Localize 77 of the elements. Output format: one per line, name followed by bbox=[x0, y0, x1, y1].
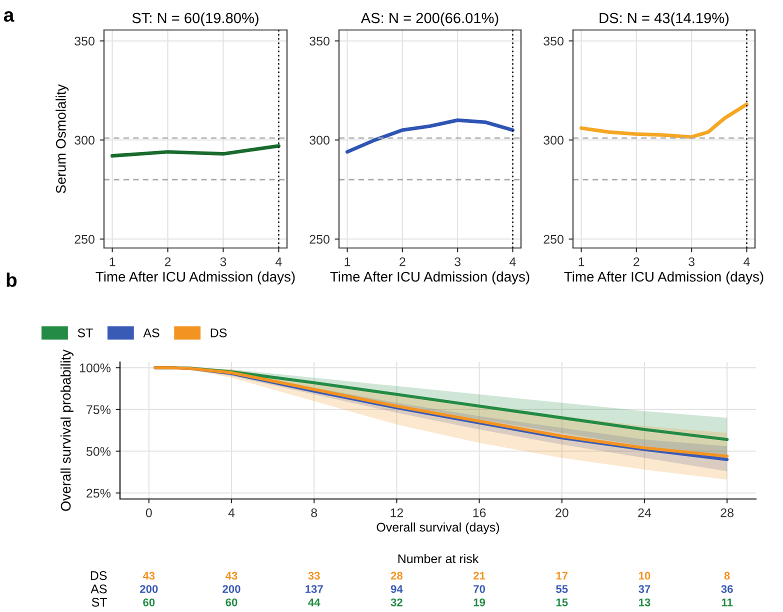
chart-title: AS: N = 200(66.01%) bbox=[360, 12, 498, 26]
x-tick-label: 4 bbox=[744, 257, 750, 266]
y-tick-label: AS bbox=[90, 584, 107, 594]
x-tick-label: 3 bbox=[688, 257, 695, 266]
legend-label: DS bbox=[210, 328, 227, 338]
y-tick-label: 300 bbox=[74, 136, 94, 145]
data-label: 60 bbox=[226, 598, 238, 606]
x-tick-label: 4 bbox=[228, 508, 235, 518]
data-label: 8 bbox=[724, 572, 730, 580]
x-tick-label: 1 bbox=[344, 257, 350, 266]
x-tick-label: 20 bbox=[556, 508, 568, 518]
line-series bbox=[579, 102, 749, 139]
x-tick-label: 2 bbox=[164, 257, 171, 266]
data-label: 21 bbox=[474, 572, 486, 580]
x-tick-label: 12 bbox=[390, 508, 404, 518]
text: a bbox=[4, 11, 14, 22]
data-label: 36 bbox=[721, 585, 733, 593]
x-axis-title: Time After ICU Admission (days) bbox=[564, 271, 764, 284]
data-label: 15 bbox=[556, 598, 568, 606]
y-axis-title: Overall survival probability bbox=[60, 349, 74, 511]
y-tick-label: 250 bbox=[544, 234, 564, 244]
x-tick-label: 4 bbox=[510, 257, 516, 266]
chart-title: DS: N = 43(14.19%) bbox=[600, 12, 729, 26]
data-label: 32 bbox=[390, 598, 402, 606]
text: b bbox=[6, 272, 17, 287]
x-axis-title: Time After ICU Admission (days) bbox=[330, 271, 530, 284]
y-tick-label: 350 bbox=[544, 36, 564, 46]
x-tick-label: 1 bbox=[110, 257, 116, 266]
legend-label: AS bbox=[143, 328, 160, 338]
data-label: 70 bbox=[474, 585, 486, 593]
data-label: 44 bbox=[308, 598, 320, 606]
x-tick-label: 3 bbox=[454, 257, 461, 266]
data-label: 11 bbox=[722, 598, 733, 606]
data-label: 55 bbox=[556, 585, 568, 593]
x-axis-title: Overall survival (days) bbox=[376, 522, 500, 534]
y-tick-label: 25% bbox=[86, 488, 111, 498]
data-label: 200 bbox=[140, 585, 158, 593]
y-tick-label: 75% bbox=[86, 405, 111, 414]
data-label: 13 bbox=[639, 598, 650, 606]
y-tick-label: 250 bbox=[74, 234, 94, 244]
data-label: 43 bbox=[142, 572, 155, 580]
y-tick-label: 250 bbox=[310, 234, 330, 244]
chart-title: ST: N = 60(19.80%) bbox=[132, 12, 258, 26]
x-axis-title: Time After ICU Admission (days) bbox=[96, 271, 295, 284]
line-series bbox=[110, 144, 280, 158]
chart-title: Number at risk bbox=[398, 554, 479, 564]
x-tick-label: 16 bbox=[473, 508, 486, 518]
x-tick-label: 2 bbox=[634, 257, 640, 266]
data-label: 137 bbox=[306, 585, 323, 593]
x-tick-label: 8 bbox=[311, 508, 318, 518]
data-label: 19 bbox=[474, 598, 486, 606]
x-tick-label: 24 bbox=[638, 508, 652, 518]
data-label: 200 bbox=[222, 585, 240, 593]
y-tick-label: DS bbox=[90, 571, 107, 580]
data-label: 28 bbox=[390, 572, 403, 580]
x-tick-label: 3 bbox=[220, 257, 226, 266]
y-tick-label: 50% bbox=[86, 447, 111, 456]
x-tick-label: 2 bbox=[400, 257, 406, 266]
y-tick-label: 300 bbox=[310, 136, 330, 145]
data-label: 94 bbox=[390, 585, 403, 593]
data-label: 37 bbox=[638, 585, 650, 593]
data-label: 43 bbox=[225, 572, 238, 580]
y-tick-label: 100% bbox=[80, 363, 111, 372]
y-tick-label: ST bbox=[92, 598, 107, 607]
data-label: 10 bbox=[639, 572, 650, 580]
x-tick-label: 4 bbox=[275, 257, 282, 266]
y-tick-label: 350 bbox=[74, 36, 94, 46]
y-tick-label: 350 bbox=[310, 36, 330, 46]
data-label: 33 bbox=[308, 572, 320, 580]
x-tick-label: 28 bbox=[720, 508, 734, 518]
x-tick-label: 0 bbox=[146, 508, 152, 518]
x-tick-label: 1 bbox=[578, 257, 584, 266]
y-tick-label: 300 bbox=[544, 136, 564, 145]
line-series bbox=[345, 118, 515, 154]
y-axis-title: Serum Osmolality bbox=[56, 84, 69, 194]
data-label: 60 bbox=[143, 598, 155, 606]
data-label: 17 bbox=[556, 572, 568, 580]
